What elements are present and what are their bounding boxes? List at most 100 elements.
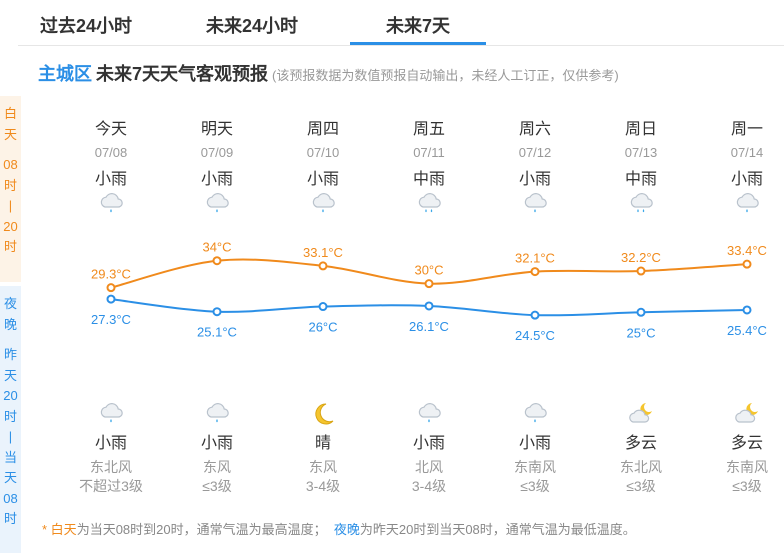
low-temp-point	[424, 301, 434, 311]
night-weather: 多云	[730, 435, 763, 452]
wind-level: ≤3级	[202, 478, 232, 494]
day-date: 07/08	[94, 145, 128, 160]
high-temp-label: 34°C	[202, 240, 231, 255]
wind-direction: 东风	[203, 459, 231, 475]
night-period-label: 夜晚 昨天 20 时 | 当天 08 时	[0, 286, 21, 553]
disclaimer-note: (该预报数据为数值预报自动输出，未经人工订正，仅供参考)	[272, 68, 619, 83]
night-weather: 小雨	[412, 435, 445, 452]
high-temp-label: 30°C	[414, 263, 443, 278]
moderate-rain-icon	[628, 190, 654, 216]
day-date: 07/14	[730, 145, 764, 160]
night-weather: 晴	[314, 435, 331, 452]
high-temp-label: 33.1°C	[303, 245, 343, 260]
low-temp-label: 26.1°C	[409, 319, 449, 334]
cloudy-night-icon	[627, 400, 655, 428]
low-temp-label: 27.3°C	[91, 312, 131, 327]
night-label-char: 昨	[3, 347, 17, 362]
high-temp-point	[318, 261, 328, 271]
light-rain-icon	[521, 400, 549, 428]
tab-next-24h[interactable]: 未来24小时	[206, 16, 299, 36]
day-date: 07/12	[518, 145, 552, 160]
night-weather: 多云	[624, 435, 657, 452]
district-name: 主城区	[38, 64, 92, 84]
wind-level: ≤3级	[732, 478, 762, 494]
light-rain-icon	[522, 190, 548, 216]
day-label-char: 时	[3, 239, 17, 254]
wind-level: 3-4级	[411, 478, 447, 494]
night-label-char: 时	[3, 511, 17, 526]
footnote-day-term: 白天	[50, 522, 77, 537]
day-name: 今天	[94, 121, 127, 138]
day-label-char: |	[8, 198, 13, 213]
tab-bar: 过去24小时 未来24小时 未来7天	[0, 0, 784, 46]
wind-direction: 东北风	[620, 459, 662, 475]
low-temp-label: 24.5°C	[515, 328, 555, 343]
low-temp-label: 26°C	[308, 320, 337, 335]
high-temp-point	[212, 256, 222, 266]
low-temp-point	[318, 302, 328, 312]
tab-next-7d[interactable]: 未来7天	[386, 16, 451, 36]
wind-direction: 东风	[309, 459, 337, 475]
day-label-char: 时	[3, 177, 17, 193]
light-rain-icon	[734, 190, 760, 216]
high-temp-label: 29.3°C	[91, 267, 131, 282]
low-temp-point	[742, 305, 752, 315]
night-label-char: 时	[3, 408, 17, 424]
day-weather: 小雨	[730, 171, 763, 188]
forecast-heading: 主城区 未来7天天气客观预报 (该预报数据为数值预报自动输出，未经人工订正，仅供参考…	[38, 60, 619, 86]
light-rain-icon	[310, 190, 336, 216]
day-name: 周四	[306, 121, 339, 138]
day-name: 周五	[412, 121, 445, 138]
night-label-char: 天	[3, 470, 17, 485]
wind-direction: 东南风	[514, 459, 556, 475]
day-weather: 中雨	[624, 171, 657, 188]
day-date: 07/11	[413, 145, 445, 160]
day-label-char: 08	[3, 157, 18, 172]
page-title: 未来7天天气客观预报	[96, 64, 269, 84]
light-rain-icon	[203, 400, 231, 428]
active-tab-indicator	[350, 42, 486, 45]
high-temp-point	[424, 279, 434, 289]
wind-direction: 东南风	[726, 459, 768, 475]
tab-past-24h[interactable]: 过去24小时	[40, 16, 133, 36]
wind-direction: 东北风	[90, 459, 132, 475]
footnote-day-desc: 为当天08时到20时，通常气温为最高温度；	[76, 522, 327, 537]
wind-level: ≤3级	[520, 478, 550, 494]
night-weather: 小雨	[518, 435, 551, 452]
high-temp-label: 32.1°C	[515, 251, 555, 266]
tab-divider	[18, 45, 784, 46]
footnote-night-term: 夜晚	[333, 522, 360, 537]
night-label-char: 夜	[3, 296, 17, 311]
night-label-char: 20	[3, 388, 18, 403]
day-name: 周日	[624, 121, 657, 138]
high-temp-label: 33.4°C	[727, 243, 767, 258]
low-temp-point	[212, 307, 222, 317]
day-weather: 中雨	[412, 171, 445, 188]
day-date: 07/09	[200, 145, 234, 160]
light-rain-icon	[204, 190, 230, 216]
low-temp-label: 25°C	[626, 325, 655, 340]
day-name: 周六	[518, 121, 551, 138]
light-rain-icon	[98, 190, 124, 216]
high-temp-label: 32.2°C	[621, 250, 661, 265]
day-label-char: 天	[3, 126, 17, 142]
low-temp-point	[530, 310, 540, 320]
high-temp-point	[742, 259, 752, 269]
wind-level: ≤3级	[626, 478, 656, 494]
cloudy-night-icon	[733, 400, 761, 428]
night-label-char: 天	[3, 367, 17, 383]
high-temp-point	[636, 266, 646, 276]
night-weather: 小雨	[94, 435, 127, 452]
day-weather: 小雨	[518, 171, 551, 188]
wind-level: 不超过3级	[79, 478, 143, 494]
day-weather: 小雨	[200, 171, 233, 188]
day-date: 07/10	[306, 145, 340, 160]
low-temp-point	[106, 294, 116, 304]
moderate-rain-icon	[416, 190, 442, 216]
night-weather: 小雨	[200, 435, 233, 452]
night-label-char: 08	[3, 490, 18, 506]
low-temp-label: 25.4°C	[727, 323, 767, 338]
moon-icon	[309, 400, 337, 428]
footnote-star: *	[42, 522, 51, 537]
